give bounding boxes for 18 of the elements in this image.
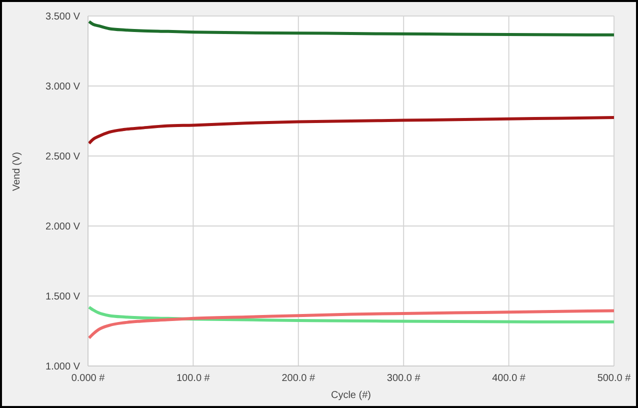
x-tick-label: 400.0 #	[492, 373, 526, 384]
y-tick-label: 2.000 V	[46, 222, 80, 233]
x-tick-label: 100.0 #	[176, 373, 210, 384]
y-tick-label: 3.500 V	[46, 12, 80, 23]
line-series	[88, 20, 614, 36]
line-series	[88, 116, 614, 145]
x-axis-title: Cycle (#)	[330, 390, 372, 401]
x-tick-label: 200.0 #	[282, 373, 316, 384]
line-series	[88, 306, 614, 324]
line-series	[88, 309, 614, 340]
y-tick-label: 3.000 V	[46, 82, 80, 93]
y-tick-label: 1.500 V	[46, 292, 80, 303]
x-tick-label: 0.000 #	[71, 373, 106, 384]
y-axis-title: Vend (V)	[12, 152, 23, 191]
x-tick-label: 300.0 #	[386, 373, 421, 384]
y-tick-label: 2.500 V	[46, 152, 80, 163]
y-tick-label: 1.000 V	[46, 362, 80, 373]
x-tick-label: 500.0 #	[597, 373, 632, 384]
